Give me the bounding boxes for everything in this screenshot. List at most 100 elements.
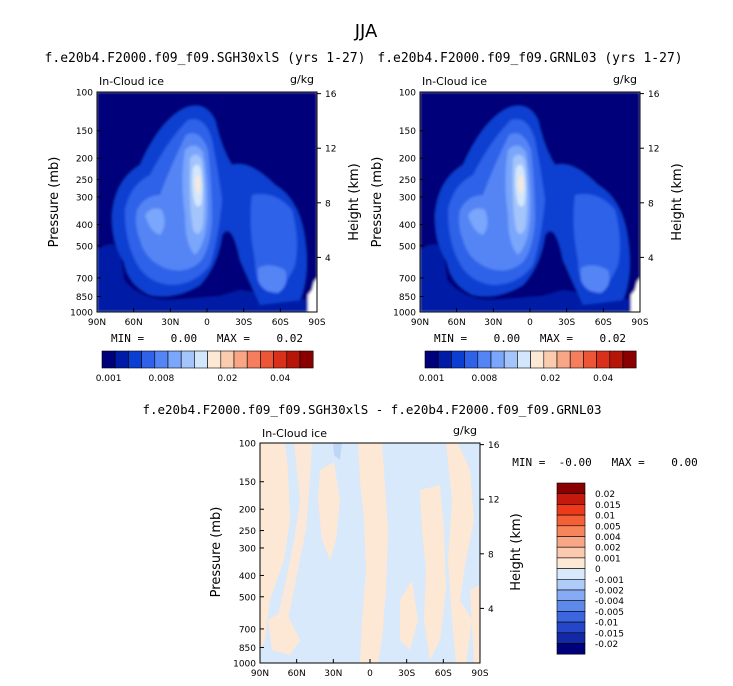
right-tick-label: 8 bbox=[488, 550, 494, 560]
colorbar-swatch bbox=[596, 350, 611, 369]
contour-plot bbox=[259, 442, 481, 664]
colorbar-swatch bbox=[556, 632, 586, 644]
y-tick-label: 400 bbox=[239, 572, 256, 582]
right-tick-label: 8 bbox=[325, 199, 331, 209]
colorbar-label: 0.002 bbox=[595, 544, 621, 554]
colorbar-label: 0.008 bbox=[472, 374, 498, 384]
axis-label-pressure: Pressure (mb) bbox=[47, 157, 62, 248]
x-tick-label: 30N bbox=[324, 669, 342, 679]
y-tick-label: 700 bbox=[399, 274, 416, 284]
x-tick-label: 30S bbox=[235, 318, 252, 328]
left-axis: Pressure (mb) 100 150 200 250 300 400 500 700 85… bbox=[47, 89, 101, 319]
right-tick-label: 4 bbox=[488, 605, 494, 615]
colorbar-swatch bbox=[437, 350, 452, 369]
colorbar-swatch bbox=[194, 350, 208, 369]
colorbar-swatch bbox=[556, 578, 586, 591]
colorbar-swatch bbox=[424, 350, 439, 369]
y-tick-label: 850 bbox=[399, 293, 416, 303]
contour-plot bbox=[419, 91, 641, 313]
colorbar-swatch bbox=[167, 350, 182, 369]
colorbar-swatch bbox=[556, 514, 586, 527]
right-tick-label: 4 bbox=[325, 254, 331, 264]
colorbar-swatch bbox=[101, 350, 116, 369]
right-axis: Height (km) 16 12 8 4 bbox=[317, 90, 362, 264]
y-tick-label: 100 bbox=[399, 89, 416, 99]
y-tick-label: 200 bbox=[399, 155, 416, 165]
colorbar-label: 0.008 bbox=[149, 374, 175, 384]
field-label: In-Cloud ice bbox=[262, 427, 327, 440]
x-tick-label: 60N bbox=[448, 318, 466, 328]
min-max-stats: MIN = 0.00 MAX = 0.02 bbox=[434, 332, 626, 345]
colorbar-swatch bbox=[180, 350, 195, 369]
right-tick-label: 4 bbox=[648, 254, 654, 264]
y-tick-label: 500 bbox=[399, 242, 416, 252]
colorbar-label: -0.015 bbox=[595, 629, 624, 639]
colorbar-swatch bbox=[556, 350, 571, 369]
x-tick-label: 90N bbox=[88, 318, 106, 328]
panel-title: f.e20b4.F2000.f09_f09.GRNL03 (yrs 1-27) bbox=[377, 51, 682, 66]
colorbar-swatch bbox=[556, 525, 586, 537]
right-tick-label: 16 bbox=[325, 90, 337, 100]
y-tick-label: 200 bbox=[239, 506, 256, 516]
colorbar-swatch bbox=[556, 600, 586, 612]
colorbar-swatch bbox=[556, 621, 586, 634]
colorbar-swatch bbox=[233, 350, 248, 369]
colorbar-swatch bbox=[273, 350, 288, 369]
y-tick-label: 100 bbox=[76, 89, 93, 99]
colorbar-label: -0.002 bbox=[595, 587, 624, 597]
colorbar-swatch bbox=[246, 350, 261, 369]
y-tick-label: 1000 bbox=[393, 309, 416, 319]
y-tick-label: 850 bbox=[76, 293, 93, 303]
x-tick-label: 0 bbox=[204, 318, 210, 328]
right-tick-label: 12 bbox=[648, 145, 659, 155]
colorbar-swatch bbox=[260, 350, 274, 369]
right-tick-label: 8 bbox=[648, 199, 654, 209]
right-axis: Height (km) 16 12 8 4 bbox=[640, 90, 685, 264]
x-tick-label: 90N bbox=[411, 318, 429, 328]
field-label: In-Cloud ice bbox=[422, 75, 487, 88]
x-tick-label: 60S bbox=[272, 318, 289, 328]
min-max-stats: MIN = -0.00 MAX = 0.00 bbox=[512, 456, 697, 469]
colorbar-swatch bbox=[477, 350, 492, 369]
colorbar-label: 0.015 bbox=[595, 501, 621, 511]
x-tick-label: 90N bbox=[251, 669, 269, 679]
x-tick-label: 30N bbox=[484, 318, 502, 328]
colorbar-swatch bbox=[556, 589, 586, 601]
colorbar-swatch bbox=[556, 557, 586, 569]
x-axis: 90N 60N 30N 0 30S 60S 90S bbox=[251, 659, 489, 679]
colorbar: 0.001 0.008 0.02 0.04 bbox=[96, 350, 314, 384]
x-tick-label: 90S bbox=[308, 318, 325, 328]
y-tick-label: 700 bbox=[76, 274, 93, 284]
colorbar-label: -0.02 bbox=[595, 640, 618, 650]
right-tick-label: 12 bbox=[325, 145, 336, 155]
contour-plot bbox=[96, 91, 318, 313]
colorbar-swatch bbox=[141, 350, 156, 369]
panel-title: f.e20b4.F2000.f09_f09.SGH30xlS - f.e20b4… bbox=[142, 402, 601, 417]
right-tick-label: 16 bbox=[488, 441, 500, 451]
y-tick-label: 100 bbox=[239, 440, 256, 450]
colorbar-swatch bbox=[490, 350, 505, 369]
colorbar-swatch bbox=[128, 350, 142, 369]
axis-label-height: Height (km) bbox=[670, 163, 685, 240]
colorbar-swatch bbox=[556, 611, 586, 623]
panel-title: f.e20b4.F2000.f09_f09.SGH30xlS (yrs 1-27… bbox=[45, 51, 366, 66]
colorbar-swatch bbox=[154, 350, 169, 369]
x-tick-label: 0 bbox=[527, 318, 533, 328]
right-tick-label: 16 bbox=[648, 90, 660, 100]
colorbar-label: 0.02 bbox=[540, 374, 560, 384]
colorbar-swatch bbox=[622, 350, 637, 369]
colorbar-swatch bbox=[556, 482, 586, 494]
y-tick-label: 250 bbox=[239, 527, 256, 537]
axis-label-pressure: Pressure (mb) bbox=[370, 157, 385, 248]
colorbar-label: 0.04 bbox=[593, 374, 613, 384]
colorbar-label: -0.005 bbox=[595, 608, 624, 618]
y-tick-label: 300 bbox=[399, 193, 416, 203]
x-tick-label: 60S bbox=[435, 669, 452, 679]
y-tick-label: 300 bbox=[76, 193, 93, 203]
y-tick-label: 1000 bbox=[70, 309, 93, 319]
colorbar-label: -0.01 bbox=[595, 619, 618, 629]
y-tick-label: 200 bbox=[76, 155, 93, 165]
y-tick-label: 500 bbox=[239, 593, 256, 603]
y-tick-label: 850 bbox=[239, 644, 256, 654]
